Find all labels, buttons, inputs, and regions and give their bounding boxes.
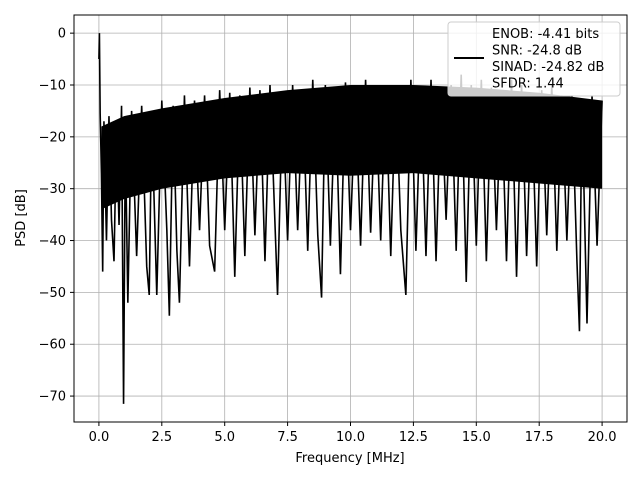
psd-noise-band [101, 84, 603, 210]
y-tick-label: −70 [39, 390, 66, 405]
x-tick-label: 0.0 [89, 430, 110, 445]
x-tick-label: 20.0 [588, 430, 617, 445]
x-tick-label: 2.5 [151, 430, 172, 445]
psd-trace [98, 33, 603, 404]
y-tick-label: 0 [58, 27, 66, 42]
y-tick-label: −50 [39, 286, 66, 301]
x-tick-label: 10.0 [336, 430, 365, 445]
x-tick-label: 15.0 [462, 430, 491, 445]
psd-band [101, 84, 603, 210]
legend: ENOB: -4.41 bits SNR: -24.8 dB SINAD: -24.… [447, 21, 621, 97]
y-axis-label: PSD [dB] [14, 189, 29, 247]
legend-label: ENOB: -4.41 bits SNR: -24.8 dB SINAD: -24.… [492, 27, 604, 92]
x-tick-label: 7.5 [277, 430, 298, 445]
x-tick-label: 12.5 [399, 430, 428, 445]
y-tick-label: −40 [39, 234, 66, 249]
x-tick-label: 5.0 [214, 430, 235, 445]
legend-line-text: SINAD: -24.82 dB [492, 60, 604, 75]
y-tick-label: −20 [39, 130, 66, 145]
legend-box [447, 21, 621, 97]
y-tick-label: −30 [39, 182, 66, 197]
y-tick-label: −60 [39, 338, 66, 353]
psd-line [98, 33, 603, 404]
y-tick-label: −10 [39, 78, 66, 93]
x-axis-label: Frequency [MHz] [295, 451, 404, 466]
axis-ticks: 0.0 2.5 5.0 7.5 10.0 12.5 15.0 17.5 20.0 0 −10 −20 −… [39, 27, 617, 445]
legend-line-text: ENOB: -4.41 bits [492, 27, 599, 42]
legend-line-text: SFDR: 1.44 [492, 77, 564, 92]
legend-line-text: SNR: -24.8 dB [492, 44, 582, 59]
x-tick-label: 17.5 [525, 430, 554, 445]
